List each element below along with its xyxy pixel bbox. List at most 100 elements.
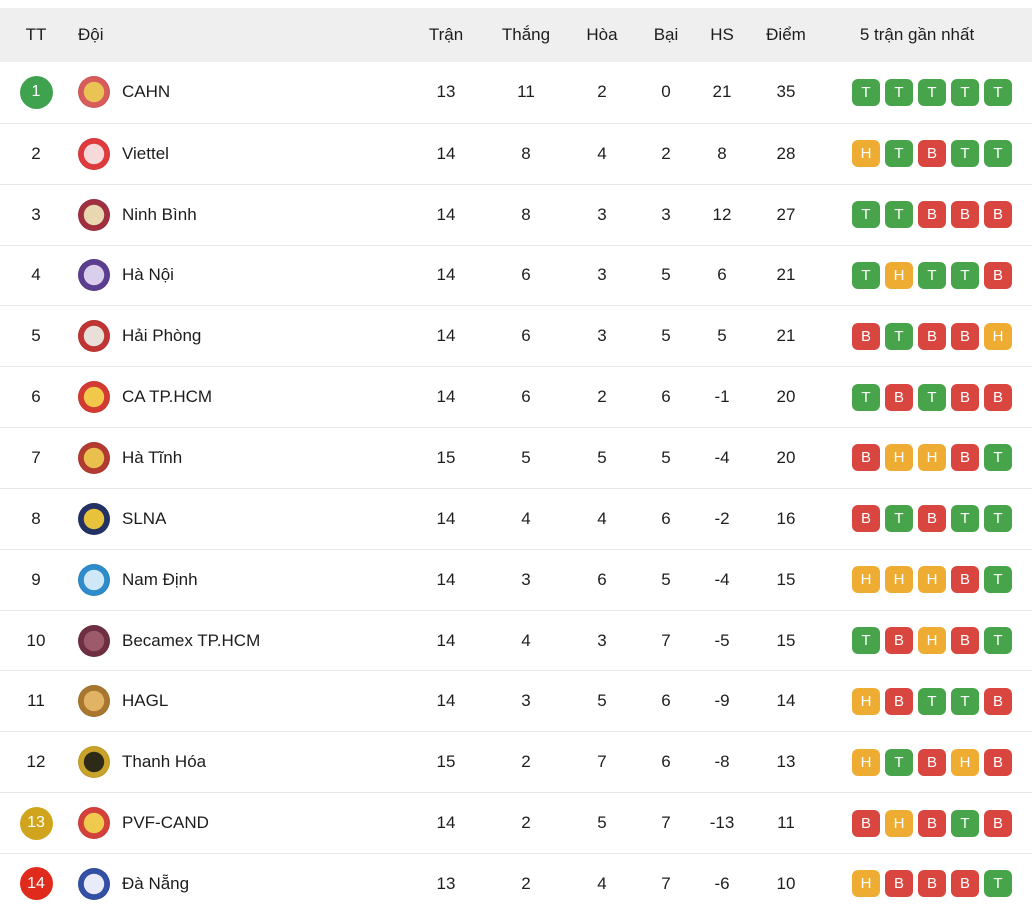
column-header-position: TT <box>25 25 47 44</box>
stat-goal-difference: 8 <box>717 143 727 163</box>
team-name: Nam Định <box>122 569 198 589</box>
form-badge-H: H <box>852 566 880 594</box>
stat-goal-difference: 21 <box>712 82 732 102</box>
form-badge-T: T <box>984 78 1012 106</box>
team-name: CA TP.HCM <box>122 387 213 407</box>
form-badge-B: B <box>918 140 946 168</box>
stat-wins: 6 <box>521 387 531 407</box>
stat-draws: 3 <box>597 326 607 346</box>
stat-draws: 2 <box>597 387 607 407</box>
position-badge: 9 <box>31 569 41 589</box>
stat-wins: 4 <box>521 630 531 650</box>
stat-matches: 14 <box>436 265 456 285</box>
stat-wins: 2 <box>521 873 531 893</box>
stat-matches: 14 <box>436 143 456 163</box>
form-badge-T: T <box>951 809 979 837</box>
stat-matches: 14 <box>436 508 456 528</box>
form-badge-T: T <box>984 870 1012 898</box>
stat-points: 35 <box>776 82 796 102</box>
form-badge-B: B <box>951 627 979 655</box>
stat-points: 14 <box>776 691 796 711</box>
team-logo <box>78 746 110 779</box>
stat-matches: 14 <box>436 813 456 833</box>
team-name: HAGL <box>122 691 169 711</box>
position-badge: 14 <box>19 867 53 901</box>
form-badge-B: B <box>984 261 1012 289</box>
stat-matches: 14 <box>436 569 456 589</box>
stat-points: 15 <box>776 630 796 650</box>
form-badge-H: H <box>885 809 913 837</box>
form-badge-H: H <box>885 444 913 472</box>
stat-wins: 8 <box>521 204 531 224</box>
stat-goal-difference: -2 <box>714 508 730 528</box>
stat-matches: 15 <box>436 752 456 772</box>
stat-losses: 6 <box>661 752 671 772</box>
stat-points: 21 <box>776 326 796 346</box>
form-badge-H: H <box>852 748 880 776</box>
form-badge-B: B <box>984 383 1012 411</box>
form-badge-T: T <box>852 383 880 411</box>
stat-goal-difference: -13 <box>709 813 735 833</box>
column-header-goal-difference: HS <box>710 25 734 44</box>
team-name: Thanh Hóa <box>122 752 207 772</box>
form-badge-T: T <box>918 78 946 106</box>
stat-wins: 8 <box>521 143 531 163</box>
stat-points: 28 <box>776 143 796 163</box>
position-badge: 8 <box>31 508 41 528</box>
stat-draws: 5 <box>597 447 607 467</box>
team-name: Viettel <box>122 143 169 163</box>
form-badge-T: T <box>984 140 1012 168</box>
stat-draws: 6 <box>597 569 607 589</box>
form-badge-B: B <box>951 444 979 472</box>
stat-draws: 5 <box>597 813 607 833</box>
position-badge: 4 <box>31 265 41 285</box>
stat-draws: 2 <box>597 82 607 102</box>
stat-goal-difference: 5 <box>717 326 727 346</box>
stat-points: 16 <box>776 508 796 528</box>
stat-losses: 5 <box>661 265 671 285</box>
form-badge-T: T <box>984 505 1012 533</box>
team-name: CAHN <box>122 82 171 102</box>
position-badge: 10 <box>26 630 46 650</box>
form-badge-B: B <box>885 627 913 655</box>
stat-goal-difference: -4 <box>714 447 730 467</box>
form-badge-H: H <box>885 566 913 594</box>
team-logo <box>78 563 110 596</box>
form-badge-B: B <box>852 322 880 350</box>
team-logo <box>78 137 110 170</box>
stat-losses: 0 <box>661 82 671 102</box>
stat-draws: 3 <box>597 630 607 650</box>
team-name: Ninh Bình <box>122 204 197 224</box>
form-badge-H: H <box>852 870 880 898</box>
column-header-wins: Thắng <box>501 25 551 44</box>
form-badge-T: T <box>885 505 913 533</box>
team-name: Hà Nội <box>122 265 174 285</box>
stat-losses: 2 <box>661 143 671 163</box>
form-badge-H: H <box>918 444 946 472</box>
stat-losses: 7 <box>661 630 671 650</box>
stat-wins: 6 <box>521 265 531 285</box>
form-badge-T: T <box>885 201 913 229</box>
team-name: SLNA <box>122 508 167 528</box>
form-badge-T: T <box>918 687 946 715</box>
position-badge: 2 <box>31 143 41 163</box>
